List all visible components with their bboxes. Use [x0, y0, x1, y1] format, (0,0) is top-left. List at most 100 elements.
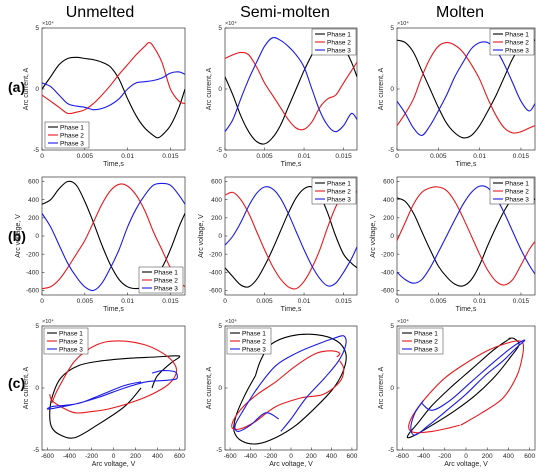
x-tick-label: 0.01 [298, 298, 311, 305]
series-line-phase-1 [233, 333, 347, 445]
x-tick-label: 0 [40, 153, 44, 160]
x-axis-label: Arc voltage, V [444, 461, 488, 468]
legend-label: Phase 3 [242, 346, 266, 353]
y-tick-label: -200 [209, 251, 222, 258]
x-tick-label: -400 [244, 453, 257, 460]
series-line-phase-2 [231, 350, 345, 430]
x-tick-label: 0.01 [121, 153, 134, 160]
legend-label: Phase 3 [414, 346, 438, 353]
x-tick-label: 0.01 [298, 153, 311, 160]
panel-5: 0 0.005 0.01 0.015 -600 -400 -200 0 200 400 600 Tim… [198, 176, 358, 313]
series-line-phase-3 [225, 36, 357, 133]
y-exponent-label: ×10⁴ [42, 20, 54, 27]
legend-label: Phase 2 [327, 188, 351, 195]
y-tick-label: 0 [218, 233, 222, 240]
x-tick-label: 0.005 [430, 153, 447, 160]
x-tick-label: 0 [223, 298, 227, 305]
x-tick-label: -600 [41, 453, 54, 460]
x-tick-label: -600 [224, 453, 237, 460]
y-tick-label: -5 [388, 147, 394, 154]
x-tick-label: -600 [396, 453, 409, 460]
x-tick-label: -200 [438, 453, 451, 460]
column-title-unmelted: Unmelted [66, 4, 134, 21]
legend-box [311, 28, 357, 56]
legend-label: Phase 1 [327, 31, 351, 38]
y-tick-label: -200 [381, 251, 394, 258]
x-tick-label: 0.015 [335, 298, 352, 305]
y-exponent-label: ×10⁴ [397, 20, 409, 27]
y-axis-label: Arc current, A [23, 366, 30, 409]
x-tick-label: 0 [112, 453, 116, 460]
x-tick-label: 600 [524, 453, 535, 460]
series-line-phase-2 [49, 340, 178, 414]
x-tick-label: 0.01 [473, 153, 486, 160]
x-tick-label: 0 [289, 453, 293, 460]
x-tick-label: 0.005 [256, 153, 273, 160]
panel-7: -600 -400 -200 0 200 400 600 -5 0 5×10⁴ Arc voltag… [23, 318, 186, 468]
legend-label: Phase 2 [327, 39, 351, 46]
x-tick-label: 400 [326, 453, 337, 460]
x-axis-label: Time,s [281, 161, 302, 168]
row-label-b: (b) [8, 228, 26, 244]
series-line-phase-3 [42, 182, 185, 292]
y-tick-label: -200 [26, 251, 39, 258]
y-tick-label: -5 [388, 447, 394, 454]
y-tick-label: 5 [218, 25, 222, 32]
y-tick-label: 0 [390, 385, 394, 392]
x-axis-label: Arc voltage, V [269, 461, 313, 468]
series-line-phase-1 [406, 337, 520, 439]
x-tick-label: 0 [223, 153, 227, 160]
y-tick-label: 5 [218, 323, 222, 330]
legend-label: Phase 3 [154, 285, 178, 292]
y-tick-label: 0 [218, 385, 222, 392]
legend-label: Phase 2 [242, 338, 266, 345]
series-line-phase-2 [397, 42, 535, 134]
y-axis-label: Arc voltage, V [370, 214, 377, 258]
y-tick-label: 200 [211, 215, 222, 222]
x-tick-label: 0.015 [513, 153, 530, 160]
x-tick-label: 0 [395, 298, 399, 305]
y-tick-label: -400 [381, 270, 394, 277]
x-tick-label: 200 [306, 453, 317, 460]
y-tick-label: 400 [28, 197, 39, 204]
y-tick-label: -5 [33, 447, 39, 454]
x-tick-label: 400 [503, 453, 514, 460]
series-line-phase-2 [42, 42, 185, 115]
x-tick-label: 0.005 [430, 298, 447, 305]
y-tick-label: -600 [209, 288, 222, 295]
legend-label: Phase 3 [327, 196, 351, 203]
x-tick-label: -200 [264, 453, 277, 460]
legend-label: Phase 3 [327, 47, 351, 54]
y-tick-label: -400 [26, 270, 39, 277]
series-line-phase-1 [225, 186, 357, 288]
legend-label: Phase 1 [414, 330, 438, 337]
y-axis-label: Arc current, A [378, 366, 385, 409]
panel-6: 0 0.005 0.01 0.015 -600 -400 -200 0 200 400 600 Tim… [370, 176, 536, 313]
series-line-phase-2 [42, 183, 185, 290]
legend-label: Phase 3 [60, 140, 84, 147]
series-line-phase-3 [46, 370, 178, 410]
x-axis-label: Time,s [103, 306, 124, 313]
y-tick-label: 0 [35, 385, 39, 392]
legend-label: Phase 2 [505, 39, 529, 46]
legend-label: Phase 2 [59, 338, 83, 345]
y-tick-label: 600 [28, 179, 39, 186]
y-tick-label: 400 [383, 197, 394, 204]
legend-label: Phase 1 [505, 31, 529, 38]
y-tick-label: 600 [383, 179, 394, 186]
x-tick-label: 0 [40, 298, 44, 305]
legend-label: Phase 1 [154, 269, 178, 276]
x-tick-label: -400 [63, 453, 76, 460]
series-line-phase-2 [397, 186, 535, 286]
